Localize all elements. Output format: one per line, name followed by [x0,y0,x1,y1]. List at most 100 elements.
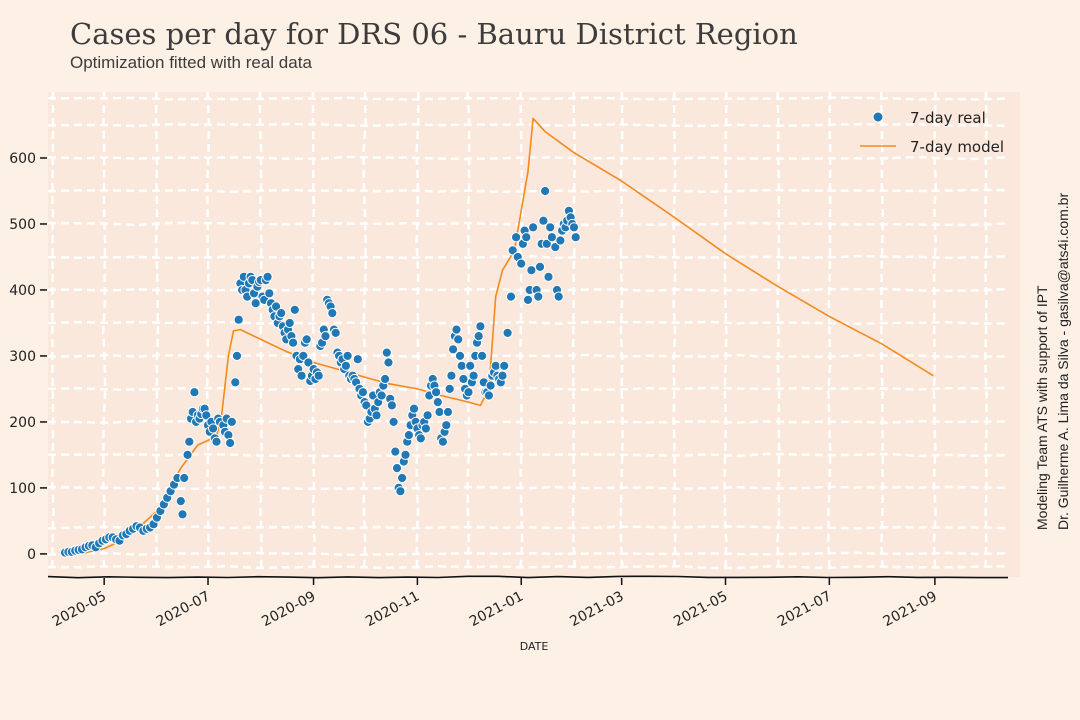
data-point [371,410,382,421]
legend-marker-real [872,111,884,123]
data-point [499,360,510,371]
legend-label-real: 7-day real [910,109,986,127]
data-point [456,360,467,371]
y-tick-label: 600 [9,151,36,167]
data-point [538,215,549,226]
data-point [175,496,186,507]
y-tick-label: 0 [27,547,36,563]
data-point [397,472,408,484]
data-point [276,308,287,319]
data-point [284,317,295,329]
data-point [437,436,448,447]
y-tick-label: 200 [9,415,36,431]
data-point [288,337,299,348]
data-point [296,370,307,381]
y-tick-label: 500 [9,217,36,233]
data-point [516,258,527,269]
grid-line-vertical [983,91,989,573]
legend: 7-day real 7-day model [860,109,1004,156]
grid-line-vertical [518,91,524,573]
data-point [473,331,484,342]
data-point [540,185,551,197]
data-point [182,449,193,460]
data-point [543,271,554,282]
data-point [226,416,237,427]
data-point [386,400,397,411]
data-point [555,235,566,246]
data-point [465,360,476,371]
data-point [441,420,452,431]
grid-line-horizontal [47,254,1009,260]
grid-line-vertical [362,91,367,573]
data-point [553,291,564,302]
grid-line-vertical [154,91,160,573]
data-point [485,380,496,391]
data-point [522,294,534,305]
chart-title: Cases per day for DRS 06 - Bauru Distric… [70,17,798,51]
data-point [230,377,241,388]
grid-line-vertical [258,91,263,573]
data-point [298,350,309,361]
data-point [475,321,486,332]
data-point [507,245,518,256]
grid-line-vertical [932,91,938,573]
grid-line-vertical [619,91,624,573]
data-point [528,222,539,233]
data-point [533,291,544,302]
data-point [415,433,426,444]
data-point [303,357,314,368]
data-point [468,370,479,381]
data-point [463,387,474,398]
data-point [184,436,195,447]
data-point [189,387,200,398]
grid-line-vertical [311,92,316,573]
data-point [446,370,457,381]
data-point [342,350,353,361]
data-point [546,232,558,243]
data-point [510,232,522,243]
data-point [262,271,273,282]
data-point [231,350,243,361]
data-point [444,383,455,394]
data-point [526,265,537,276]
grid-line-vertical [50,92,55,573]
data-point [458,373,469,385]
data-point [395,486,406,497]
data-point [357,387,368,398]
data-point [381,347,392,358]
x-axis-label: DATE [520,640,549,653]
grid-line-vertical [101,91,107,573]
data-point [422,410,433,421]
grid-line-horizontal [47,320,1009,326]
data-point [271,301,282,312]
grid [47,91,1009,573]
data-point [403,430,414,441]
data-point [502,327,513,338]
data-point [208,423,219,434]
grid-line-vertical [466,91,471,573]
data-point [400,449,411,460]
data-point [541,238,552,249]
data-point [431,387,442,398]
data-point [477,350,488,361]
data-point [442,406,454,418]
data-point [340,360,351,371]
data-point [534,261,546,272]
grid-line-vertical [879,91,885,573]
data-point [550,242,561,253]
data-point [408,403,420,414]
data-point [211,436,222,447]
data-point [432,397,443,408]
grid-line-vertical [205,91,211,573]
grid-line-vertical [723,91,728,573]
data-point [383,357,394,368]
grid-line-vertical [827,91,832,573]
grid-line-horizontal [47,386,1009,391]
data-point [233,314,244,325]
data-point [179,472,190,484]
data-point [177,509,188,520]
data-point [201,410,212,421]
data-point [390,446,401,457]
chart-subtitle: Optimization fitted with real data [70,53,312,72]
